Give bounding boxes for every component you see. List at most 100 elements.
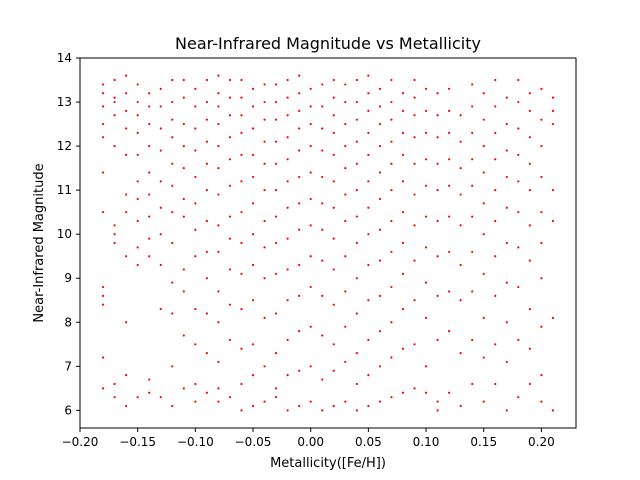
data-point: [517, 246, 520, 249]
data-point: [274, 215, 278, 218]
data-point: [528, 162, 531, 165]
data-point: [136, 83, 139, 86]
data-point: [424, 158, 428, 161]
data-point: [286, 114, 289, 117]
data-point: [401, 391, 405, 394]
data-point: [309, 285, 312, 289]
data-point: [171, 404, 174, 408]
data-point: [332, 369, 335, 372]
data-point: [125, 255, 128, 258]
data-point: [551, 189, 555, 192]
data-point: [148, 193, 151, 196]
data-point: [482, 400, 485, 403]
data-point: [159, 127, 162, 130]
data-point: [390, 100, 393, 104]
x-tick-label: 0.15: [470, 435, 497, 449]
data-point: [125, 193, 128, 196]
data-point: [505, 360, 508, 364]
data-point: [228, 268, 232, 271]
data-point: [355, 241, 358, 245]
chart-title: Near-Infrared Magnitude vs Metallicity: [175, 34, 481, 53]
data-point: [240, 78, 243, 82]
data-point: [367, 180, 370, 183]
data-point: [286, 338, 289, 342]
data-point: [217, 122, 220, 126]
data-point: [298, 127, 301, 130]
data-point: [194, 149, 197, 152]
data-point: [378, 105, 382, 108]
data-point: [286, 268, 289, 271]
data-point: [401, 92, 405, 95]
data-point: [101, 83, 105, 86]
data-point: [321, 202, 324, 205]
data-point: [263, 83, 266, 86]
data-point: [309, 224, 312, 227]
data-point: [401, 180, 405, 183]
data-point: [136, 153, 139, 157]
data-point: [378, 122, 382, 126]
data-point: [517, 396, 520, 399]
data-point: [344, 122, 347, 126]
data-point: [413, 224, 416, 227]
data-point: [505, 122, 508, 126]
data-point: [228, 158, 232, 161]
data-point: [448, 131, 451, 134]
data-point: [205, 391, 208, 394]
data-point: [378, 144, 382, 148]
data-point: [332, 96, 335, 99]
data-point: [171, 136, 174, 139]
data-point: [321, 259, 324, 262]
data-point: [448, 290, 451, 293]
data-point: [332, 78, 335, 82]
data-point: [101, 387, 105, 390]
data-point: [136, 396, 139, 399]
data-point: [148, 105, 151, 108]
data-point: [459, 114, 462, 117]
plot-frame: [79, 57, 577, 429]
data-point: [540, 400, 543, 403]
data-point: [413, 114, 416, 117]
data-point: [378, 197, 382, 201]
data-point: [413, 136, 416, 139]
data-point: [332, 268, 335, 271]
data-point: [528, 259, 531, 262]
y-tick-label: 12: [57, 139, 72, 153]
data-point: [494, 78, 497, 82]
data-point: [298, 92, 301, 95]
data-point: [125, 92, 128, 95]
data-point: [505, 241, 508, 245]
data-point: [240, 131, 243, 134]
data-point: [413, 259, 416, 262]
data-point: [344, 219, 347, 223]
data-point: [251, 299, 255, 302]
data-point: [205, 162, 208, 165]
data-point: [321, 409, 324, 412]
data-point: [286, 206, 289, 209]
data-point: [182, 215, 185, 218]
data-point: [367, 74, 370, 77]
data-point: [309, 325, 312, 328]
data-point: [240, 382, 243, 386]
data-point: [159, 233, 162, 236]
data-points: [101, 74, 555, 412]
x-tick-label: 0.20: [528, 435, 555, 449]
data-point: [113, 96, 116, 99]
data-point: [171, 281, 174, 284]
data-point: [113, 114, 116, 117]
data-point: [263, 219, 266, 223]
data-point: [148, 122, 151, 126]
data-point: [113, 144, 116, 148]
data-point: [471, 131, 474, 134]
data-point: [540, 118, 543, 121]
data-point: [367, 299, 370, 302]
data-point: [448, 158, 451, 161]
data-point: [344, 100, 347, 104]
data-point: [182, 197, 185, 201]
data-point: [217, 290, 220, 293]
data-point: [378, 294, 382, 297]
data-point: [240, 96, 243, 99]
data-point: [298, 294, 301, 297]
data-point: [217, 193, 220, 196]
data-point: [471, 184, 474, 187]
data-point: [182, 268, 185, 271]
